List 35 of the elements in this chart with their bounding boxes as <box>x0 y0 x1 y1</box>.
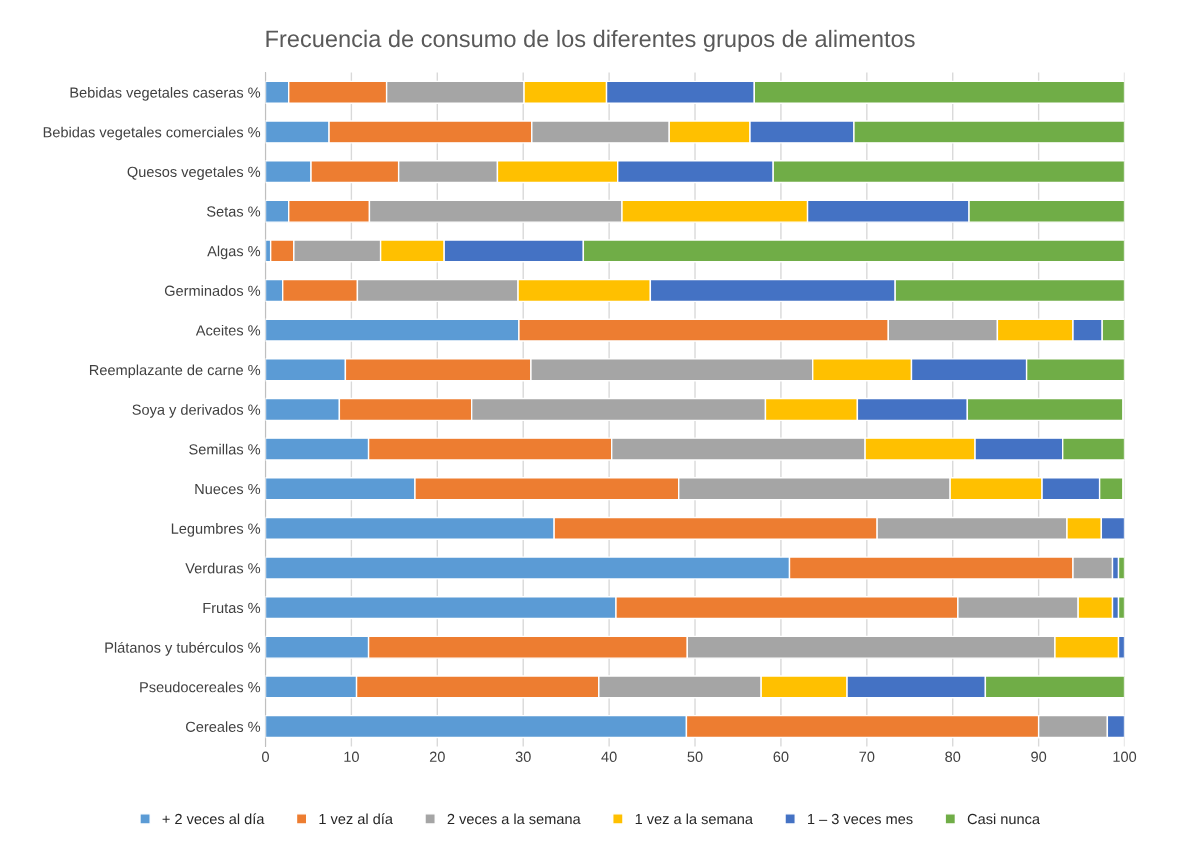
y-tick-label: Pseudocereales % <box>140 681 261 693</box>
x-tick-label: 20 <box>429 751 445 762</box>
chart-title: Frecuencia de consumo de los diferentes grupos de alimentos <box>266 29 915 52</box>
y-tick-label: Algas % <box>207 245 261 260</box>
x-tick-label: 60 <box>773 751 789 762</box>
legend-label: 1 – 3 veces mes <box>808 813 913 825</box>
y-tick-label: Soya y derivados % <box>132 404 261 418</box>
y-tick-label: Quesos vegetales % <box>127 166 261 180</box>
y-tick-label: Bebidas vegetales caseras % <box>70 87 261 101</box>
y-tick-label: Cereales % <box>186 721 261 732</box>
y-tick-label: Reemplazante de carne % <box>89 364 261 379</box>
x-tick-label: 80 <box>945 751 961 762</box>
legend-label: 2 veces a la semana <box>447 813 581 825</box>
x-tick-label: 70 <box>859 751 875 762</box>
x-tick-label: 40 <box>601 751 617 762</box>
legend-label: + 2 veces al día <box>162 813 265 825</box>
x-tick-label: 0 <box>262 751 269 762</box>
y-tick-label: Setas % <box>206 206 261 217</box>
y-tick-label: Verduras % <box>185 562 261 574</box>
x-tick-label: 50 <box>687 751 703 762</box>
x-tick-label: 100 <box>1113 751 1137 762</box>
y-tick-label: Semillas % <box>189 443 261 455</box>
y-tick-label: Bebidas vegetales comerciales % <box>43 126 261 141</box>
y-tick-label: Frutas % <box>203 602 261 614</box>
legend-label: 1 vez al día <box>319 813 393 825</box>
y-tick-label: Plátanos y tubérculos % <box>105 641 261 656</box>
y-tick-label: Legumbres % <box>171 523 261 537</box>
y-tick-label: Aceites % <box>195 324 261 336</box>
x-tick-label: 90 <box>1031 751 1047 762</box>
x-tick-label: 30 <box>515 751 531 762</box>
legend-label: Casi nunca <box>967 813 1041 825</box>
x-tick-label: 10 <box>344 751 359 762</box>
legend-label: 1 vez a la semana <box>635 813 753 825</box>
y-tick-label: Nueces % <box>195 483 261 495</box>
y-tick-label: Germinados % <box>164 285 261 296</box>
